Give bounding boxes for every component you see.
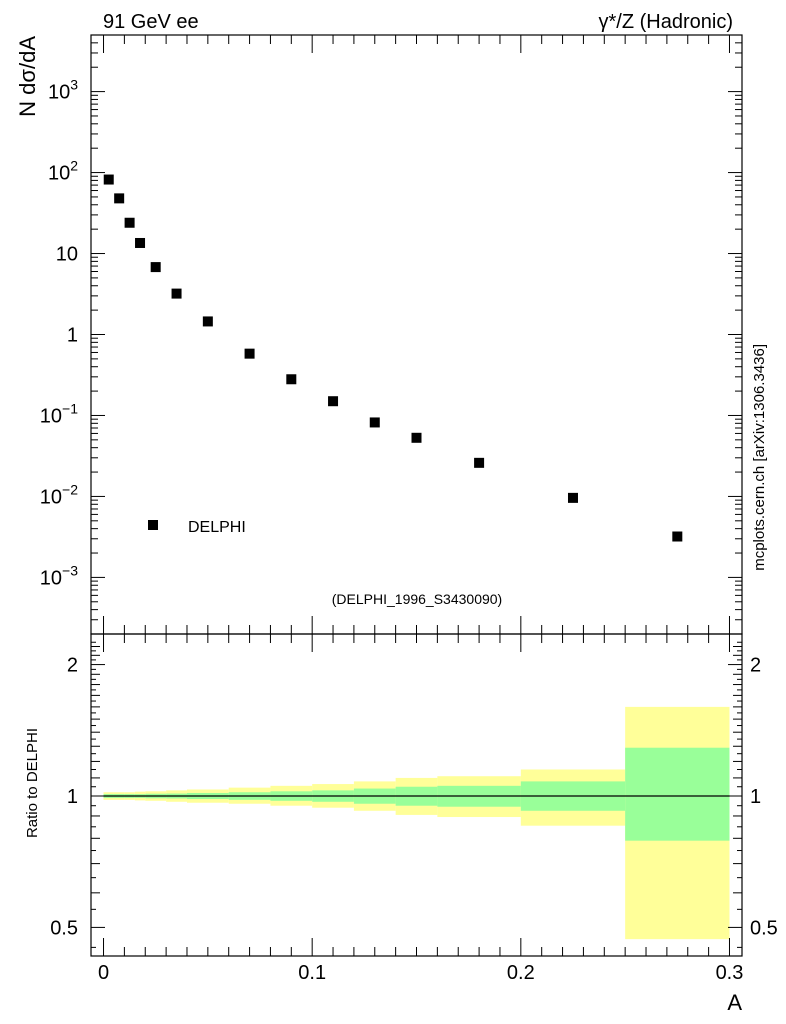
main-y-axis-title: N dσ/dA xyxy=(15,36,40,117)
ratio-bands xyxy=(104,707,730,939)
ratio-y-tick-label-right-1: 1 xyxy=(750,786,761,808)
data-point-11 xyxy=(412,433,422,443)
data-point-13 xyxy=(568,493,578,503)
ratio-y-tick-label-0: 0.5 xyxy=(50,917,78,939)
data-point-1 xyxy=(114,193,124,203)
ratio-y-tick-label-right-2: 2 xyxy=(750,655,761,677)
main-data-points xyxy=(104,175,683,542)
x-tick-label-3: 0.3 xyxy=(716,962,744,984)
main-y-tick-label-3: 1 xyxy=(67,325,78,347)
data-point-7 xyxy=(245,349,255,359)
main-y-tick-label-4: 10 xyxy=(56,244,78,266)
data-point-12 xyxy=(474,458,484,468)
data-point-5 xyxy=(172,289,182,299)
main-y-tick-label-5: 102 xyxy=(48,158,78,185)
data-point-6 xyxy=(203,316,213,326)
ratio-y-tick-label-2: 2 xyxy=(67,655,78,677)
data-point-9 xyxy=(328,396,338,406)
data-point-4 xyxy=(151,262,161,272)
main-plot-frame xyxy=(91,35,742,634)
data-point-8 xyxy=(286,374,296,384)
ratio-y-tick-label-right-0: 0.5 xyxy=(750,917,778,939)
analysis-watermark: (DELPHI_1996_S3430090) xyxy=(332,591,502,607)
main-y-tick-label-0: 10−3 xyxy=(40,562,78,589)
main-y-tick-label-1: 10−2 xyxy=(40,481,78,508)
x-tick-label-0: 0 xyxy=(98,962,109,984)
header-left-label: 91 GeV ee xyxy=(103,11,199,33)
chart-figure: 91 GeV ee γ*/Z (Hadronic) N dσ/dA (DELPH… xyxy=(0,0,786,1024)
main-axis: 10−3 10−2 10−1 1 10 102 103 xyxy=(40,35,742,634)
data-point-2 xyxy=(125,218,135,228)
x-axis-title: A xyxy=(727,990,742,1015)
data-point-14 xyxy=(672,532,682,542)
main-y-tick-label-6: 103 xyxy=(48,77,78,104)
ratio-y-tick-label-1: 1 xyxy=(67,786,78,808)
data-point-3 xyxy=(135,238,145,248)
x-tick-label-2: 0.2 xyxy=(507,962,535,984)
legend-label: DELPHI xyxy=(188,519,246,536)
x-tick-label-1: 0.1 xyxy=(298,962,326,984)
main-y-tick-label-2: 10−1 xyxy=(40,400,78,427)
ratio-inner-band-14 xyxy=(625,748,729,841)
legend-marker xyxy=(148,520,158,530)
side-source-label: mcplots.cern.ch [arXiv:1306.3436] xyxy=(751,344,768,571)
ratio-y-axis-title: Ratio to DELPHI xyxy=(24,728,41,838)
data-point-10 xyxy=(370,417,380,427)
data-point-0 xyxy=(104,175,114,185)
header-right-label: γ*/Z (Hadronic) xyxy=(599,11,733,33)
